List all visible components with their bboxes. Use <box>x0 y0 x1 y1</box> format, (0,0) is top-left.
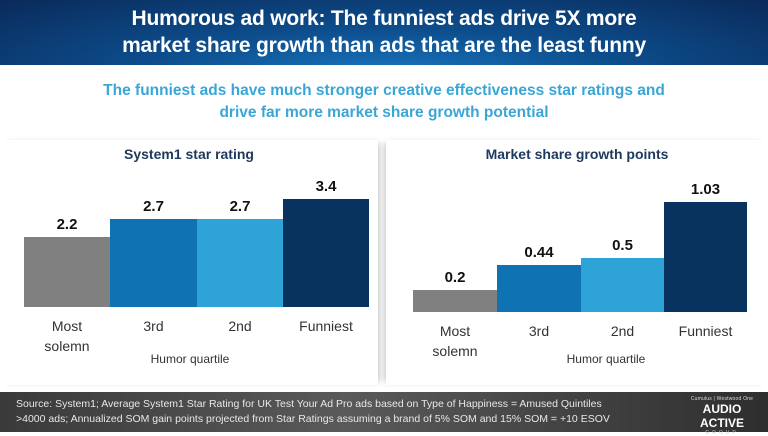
source-text: Source: System1; Average System1 Star Ra… <box>16 397 636 427</box>
logo-main-text: AUDIO ACTIVE <box>699 402 744 430</box>
bar-3rd <box>497 265 581 312</box>
category-label-line: Most <box>51 318 83 334</box>
source-line-2: >4000 ads; Annualized SOM gain points pr… <box>16 413 610 425</box>
category-label-line: solemn <box>44 338 90 354</box>
bar-2nd <box>581 258 664 312</box>
x-axis-label: Humor quartile <box>150 352 230 366</box>
value-label: 0.2 <box>444 269 466 286</box>
star-rating-chart: System1 star rating 2.2 2.7 2.7 3.4 Most… <box>0 140 378 385</box>
category-label: 3rd <box>143 318 164 334</box>
bar-most-solemn <box>24 237 110 307</box>
x-axis-label: Humor quartile <box>566 352 646 366</box>
logo-sub-text: GROUP <box>705 430 739 436</box>
source-footer: Source: System1; Average System1 Star Ra… <box>0 392 768 436</box>
category-label-line: solemn <box>432 343 478 359</box>
category-label: Most solemn <box>413 321 497 361</box>
logo-partner-text: Cumulus | Westwood One <box>690 396 754 402</box>
title-line-1: Humorous ad work: The funniest ads drive… <box>131 7 637 30</box>
title-line-2: market share growth than ads that are th… <box>122 34 646 57</box>
value-label: 3.4 <box>315 178 337 195</box>
bar-3rd <box>110 219 197 307</box>
category-label-line: Most <box>439 323 471 339</box>
value-label: 2.2 <box>56 216 78 233</box>
source-line-1: Source: System1; Average System1 Star Ra… <box>16 398 602 410</box>
value-label: 0.44 <box>524 244 554 261</box>
value-label: 0.5 <box>612 237 633 254</box>
subtitle-line-1: The funniest ads have much stronger crea… <box>103 82 665 99</box>
value-label: 2.7 <box>229 198 251 215</box>
category-label: 2nd <box>228 318 252 334</box>
market-share-chart: Market share growth points 0.2 0.44 0.5 … <box>386 140 768 385</box>
category-label: Most solemn <box>24 316 110 356</box>
audio-active-group-logo: Cumulus | Westwood One AUDIO ACTIVE GROU… <box>682 396 762 436</box>
value-label: 2.7 <box>143 198 164 215</box>
bar-2nd <box>197 219 283 307</box>
value-label: 1.03 <box>690 181 721 198</box>
bar-most-solemn <box>413 290 497 312</box>
category-label: Funniest <box>299 318 353 334</box>
category-label: 3rd <box>528 323 550 339</box>
chart-title: System1 star rating <box>124 146 254 162</box>
bar-funniest <box>664 202 747 312</box>
subtitle-line-2: drive far more market share growth poten… <box>219 104 549 121</box>
subtitle: The funniest ads have much stronger crea… <box>0 80 768 124</box>
bar-funniest <box>283 199 369 307</box>
chart-title: Market share growth points <box>485 146 669 162</box>
category-label: Funniest <box>678 323 733 339</box>
title-banner: Humorous ad work: The funniest ads drive… <box>0 0 768 65</box>
category-label: 2nd <box>610 323 635 339</box>
